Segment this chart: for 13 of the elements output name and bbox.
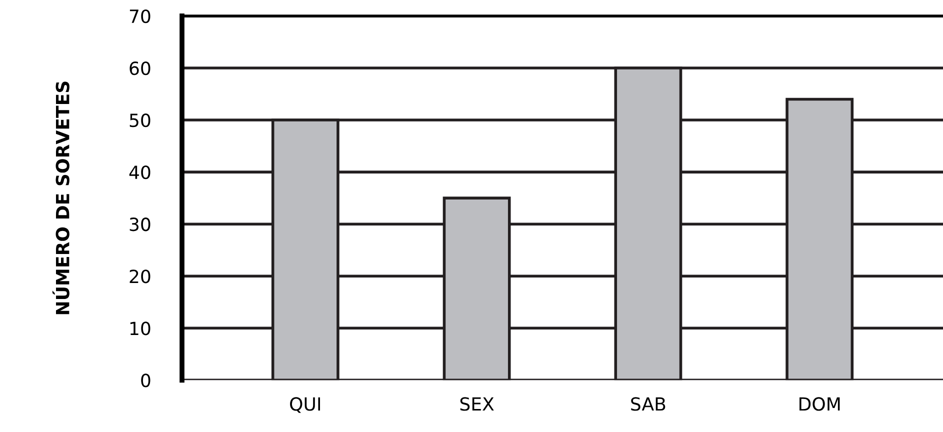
y-axis-title: NÚMERO DE SORVETES (52, 82, 70, 314)
y-tick-label: 50 (130, 113, 150, 128)
x-tick-label: SEX (460, 397, 494, 411)
y-tick-label: 20 (130, 270, 150, 284)
y-tick-label: 70 (130, 9, 150, 24)
y-tick-label: 0 (141, 374, 150, 388)
x-tick-label: QUI (290, 397, 320, 413)
y-tick-label: 40 (129, 166, 150, 180)
x-tick-label: DOM (800, 397, 840, 411)
y-tick-label: 60 (130, 61, 150, 76)
y-tick-label: 30 (130, 218, 150, 232)
y-tick-label: 10 (130, 322, 150, 336)
x-tick-label: SAB (631, 397, 666, 411)
